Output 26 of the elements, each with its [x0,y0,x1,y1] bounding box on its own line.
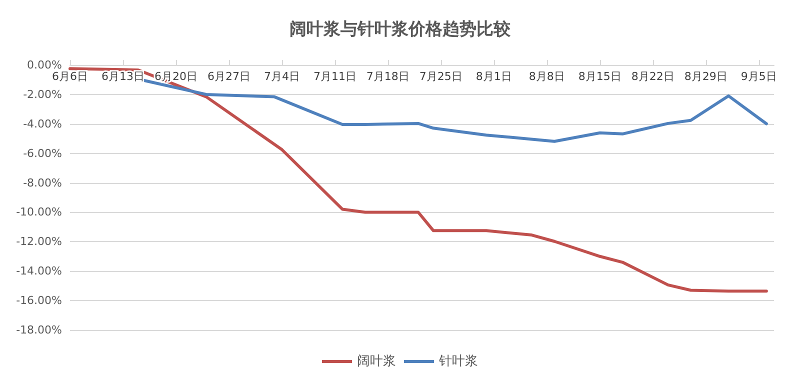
x-tick-label: 7月18日 [366,70,410,83]
x-tick-label: 8月1日 [476,70,512,83]
y-tick-label: -4.00% [23,117,62,130]
y-tick-label: 0.00% [27,58,62,72]
x-tick-label: 8月15日 [578,70,622,83]
y-tick-label: -18.00% [16,324,62,336]
x-tick-label: 8月22日 [631,70,674,83]
y-tick-label: -2.00% [23,88,62,101]
y-tick-label: -8.00% [23,176,62,190]
y-tick-label: -16.00% [16,294,62,308]
y-tick-label: -12.00% [16,235,62,248]
x-tick-label: 7月4日 [264,70,300,83]
chart-title: 阔叶浆与针叶浆价格趋势比较 [290,20,512,40]
y-tick-label: -14.00% [16,264,62,278]
x-tick-label: 7月11日 [313,70,356,83]
x-tick-label: 9月5日 [740,70,777,83]
y-tick-label: -6.00% [23,146,62,160]
x-tick-label: 7月25日 [419,70,462,83]
y-tick-label: -10.00% [16,206,62,219]
x-tick-label: 8月29日 [684,70,728,83]
x-tick-label: 6月6日 [52,70,88,83]
line-series [68,67,768,293]
x-tick-label: 8月8日 [528,70,565,83]
legend-label: 阔叶浆 [357,354,396,369]
x-tick-label: 6月27日 [207,70,250,83]
legend-label: 针叶浆 [438,354,478,369]
